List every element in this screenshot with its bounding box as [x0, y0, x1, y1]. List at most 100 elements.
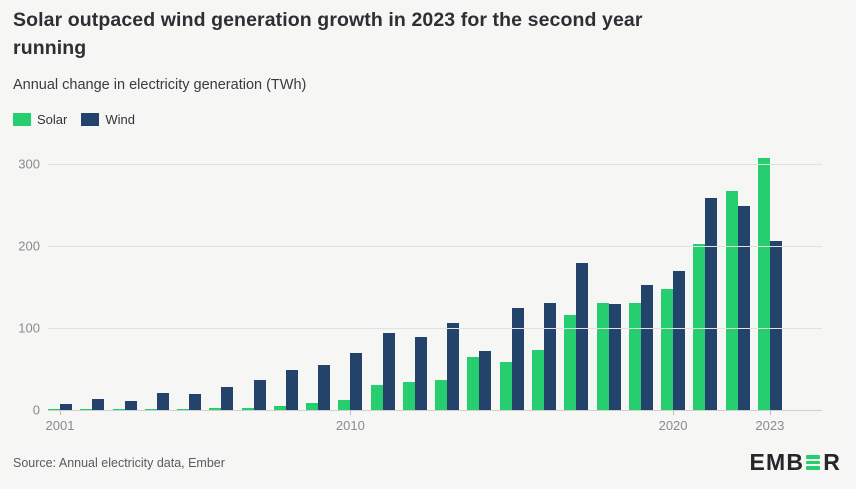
bar-wind-2013	[447, 323, 460, 410]
ember-logo-suffix: R	[823, 449, 841, 475]
x-axis-label-2023: 2023	[755, 418, 785, 433]
bar-group-2006	[209, 387, 234, 410]
bar-group-2012	[402, 337, 427, 410]
y-axis-label-0: 0	[32, 402, 40, 418]
bar-solar-2008	[273, 406, 286, 410]
bar-chart: 2001 2010 2020 2023 0 100 200 300	[0, 150, 856, 433]
bar-group-2019	[628, 285, 653, 410]
ember-logo-green-e-icon	[806, 455, 821, 470]
bar-solar-2011	[370, 385, 383, 410]
bar-group-2004	[144, 393, 169, 410]
bar-group-2018	[596, 303, 621, 410]
legend-item-wind: Wind	[81, 112, 135, 127]
bar-wind-2001	[60, 404, 72, 410]
legend-label: Wind	[105, 112, 135, 127]
bar-group-2022	[725, 191, 750, 410]
bar-solar-2005	[177, 409, 190, 410]
y-axis-label-200: 200	[18, 238, 40, 254]
legend: Solar Wind	[13, 112, 135, 127]
bar-solar-2004	[144, 409, 157, 410]
chart-subtitle: Annual change in electricity generation …	[13, 77, 307, 93]
bar-wind-2008	[285, 370, 298, 410]
bar-solar-2009	[306, 403, 319, 410]
bar-solar-2012	[402, 382, 415, 410]
bar-wind-2017	[576, 263, 589, 410]
bar-group-2007	[241, 380, 266, 410]
y-axis-label-300: 300	[18, 156, 40, 172]
gridline-200	[48, 246, 822, 247]
bar-wind-2019	[640, 285, 653, 410]
gridline-100	[48, 328, 822, 329]
bar-group-2001: 2001	[46, 404, 74, 433]
bar-solar-2018	[596, 303, 609, 410]
ember-logo-prefix: EMB	[749, 449, 805, 475]
bar-group-2003	[112, 401, 137, 410]
chart-title-line2: running	[13, 37, 87, 59]
bar-solar-2014	[467, 357, 480, 410]
bar-wind-2010	[350, 353, 363, 410]
bar-wind-2002	[92, 399, 105, 410]
bar-solar-2010	[338, 400, 351, 410]
x-axis-label-2001: 2001	[45, 418, 75, 433]
bar-solar-2001	[48, 409, 60, 410]
bar-group-2010: 2010	[336, 353, 365, 433]
bar-solar-2002	[80, 409, 93, 410]
bar-group-2015	[499, 308, 524, 410]
gridline-0	[48, 410, 822, 411]
bar-wind-2004	[156, 393, 169, 410]
bar-group-2008	[273, 370, 298, 410]
bar-solar-2020	[661, 289, 674, 410]
bars-area: 2001 2010 2020 2023	[46, 150, 822, 433]
x-axis-label-2010: 2010	[335, 418, 365, 433]
bar-wind-2003	[124, 401, 137, 410]
bar-wind-2005	[189, 394, 202, 410]
bar-group-2016	[531, 303, 556, 410]
bar-group-2002	[80, 399, 105, 410]
bar-solar-2007	[241, 408, 254, 410]
legend-label: Solar	[37, 112, 68, 127]
bar-group-2020: 2020	[659, 271, 688, 433]
y-axis-label-100: 100	[18, 320, 40, 336]
bar-solar-2003	[112, 409, 125, 410]
bar-group-2023: 2023	[755, 158, 784, 433]
bar-solar-2015	[499, 362, 512, 410]
bar-group-2011	[370, 333, 395, 410]
legend-item-solar: Solar	[13, 112, 67, 127]
bar-wind-2016	[543, 303, 556, 410]
bar-solar-2016	[531, 350, 544, 410]
bar-group-2005	[177, 394, 202, 410]
x-axis-label-2020: 2020	[658, 418, 688, 433]
ember-logo: EMB R	[749, 449, 841, 476]
bar-group-2021	[693, 198, 718, 410]
bar-solar-2022	[725, 191, 738, 410]
bar-group-2014	[467, 351, 492, 410]
legend-swatch-wind	[81, 113, 100, 126]
bar-group-2009	[306, 365, 331, 410]
bar-wind-2015	[511, 308, 524, 410]
bar-wind-2012	[414, 337, 427, 410]
bar-solar-2021	[693, 244, 706, 410]
legend-swatch-solar	[13, 113, 31, 126]
bar-wind-2014	[479, 351, 492, 410]
bar-solar-2006	[209, 408, 222, 410]
bar-group-2017	[564, 263, 589, 410]
bar-wind-2018	[608, 304, 621, 410]
bar-wind-2006	[221, 387, 234, 410]
bar-wind-2007	[253, 380, 266, 410]
chart-title: Solar outpaced wind generation growth in…	[13, 6, 823, 62]
bar-wind-2023	[769, 241, 782, 410]
bar-wind-2020	[673, 271, 686, 410]
bar-wind-2009	[318, 365, 331, 410]
gridline-300	[48, 164, 822, 165]
bar-solar-2013	[435, 380, 448, 410]
bar-wind-2011	[382, 333, 395, 410]
bar-solar-2019	[628, 303, 641, 410]
bar-wind-2021	[705, 198, 718, 410]
bar-solar-2017	[564, 315, 577, 410]
bar-wind-2022	[737, 206, 750, 410]
source-note: Source: Annual electricity data, Ember	[13, 456, 225, 470]
bar-group-2013	[435, 323, 460, 410]
chart-title-line1: Solar outpaced wind generation growth in…	[13, 9, 643, 31]
bar-solar-2023	[757, 158, 770, 410]
